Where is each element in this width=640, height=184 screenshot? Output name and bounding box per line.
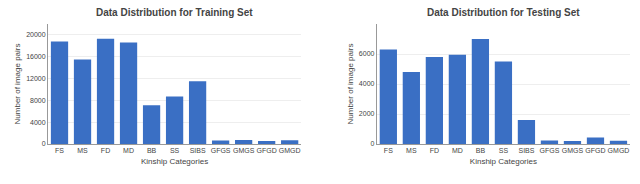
svg-text:GMGS: GMGS — [562, 147, 584, 154]
svg-text:FD: FD — [430, 147, 439, 154]
svg-text:BB: BB — [476, 147, 486, 154]
svg-text:12000: 12000 — [26, 75, 46, 82]
svg-text:Data Distribution for Testing: Data Distribution for Testing Set — [427, 7, 580, 18]
svg-text:SIBS: SIBS — [518, 147, 534, 154]
svg-text:8000: 8000 — [30, 97, 46, 104]
svg-text:MS: MS — [77, 147, 88, 154]
svg-text:4000: 4000 — [359, 80, 375, 87]
svg-text:Data Distribution for Training: Data Distribution for Training Set — [96, 7, 253, 18]
svg-text:SIBS: SIBS — [190, 147, 206, 154]
svg-text:FD: FD — [101, 147, 110, 154]
svg-text:Number of image pairs: Number of image pairs — [13, 44, 22, 125]
svg-text:2000: 2000 — [359, 110, 375, 117]
svg-text:0: 0 — [371, 140, 375, 147]
svg-text:GFGS: GFGS — [211, 147, 231, 154]
svg-text:4000: 4000 — [30, 119, 46, 126]
svg-text:Kinship Categories: Kinship Categories — [470, 157, 537, 166]
svg-text:FS: FS — [384, 147, 393, 154]
svg-text:Number of image pairs: Number of image pairs — [346, 44, 355, 125]
svg-text:GFGD: GFGD — [585, 147, 605, 154]
svg-text:GFGD: GFGD — [257, 147, 277, 154]
svg-text:BB: BB — [147, 147, 157, 154]
svg-text:6000: 6000 — [359, 50, 375, 57]
svg-text:Kinship Categories: Kinship Categories — [141, 157, 208, 166]
svg-text:GMGS: GMGS — [233, 147, 255, 154]
svg-text:FS: FS — [55, 147, 64, 154]
svg-text:20000: 20000 — [26, 31, 46, 38]
svg-text:GMGD: GMGD — [608, 147, 630, 154]
svg-text:GMGD: GMGD — [279, 147, 301, 154]
svg-text:SS: SS — [170, 147, 180, 154]
svg-text:MD: MD — [123, 147, 134, 154]
svg-text:16000: 16000 — [26, 53, 46, 60]
svg-text:0: 0 — [42, 140, 46, 147]
svg-text:SS: SS — [499, 147, 509, 154]
svg-text:MS: MS — [406, 147, 417, 154]
svg-text:GFGS: GFGS — [540, 147, 560, 154]
svg-text:MD: MD — [452, 147, 463, 154]
